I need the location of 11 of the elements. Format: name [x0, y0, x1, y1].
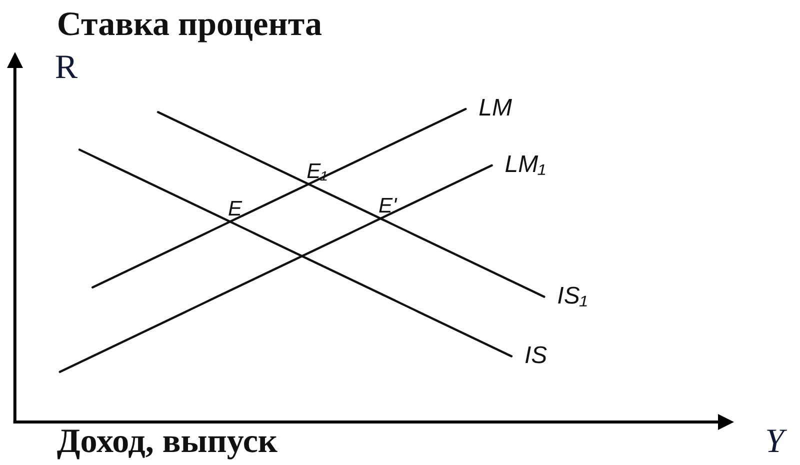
series-label: LM [478, 94, 512, 122]
annotation: E₁ [306, 160, 328, 184]
text: R [54, 49, 78, 86]
text: Y [765, 423, 788, 460]
annotation: E' [378, 194, 398, 218]
y-axis-title: Ставка процента [56, 6, 322, 43]
series-label: IS₁ [557, 282, 588, 310]
series-label: IS [524, 342, 548, 369]
annotation: E [228, 198, 244, 221]
x-axis-title: Доход, выпуск [56, 423, 278, 460]
series-label: LM₁ [504, 151, 546, 178]
